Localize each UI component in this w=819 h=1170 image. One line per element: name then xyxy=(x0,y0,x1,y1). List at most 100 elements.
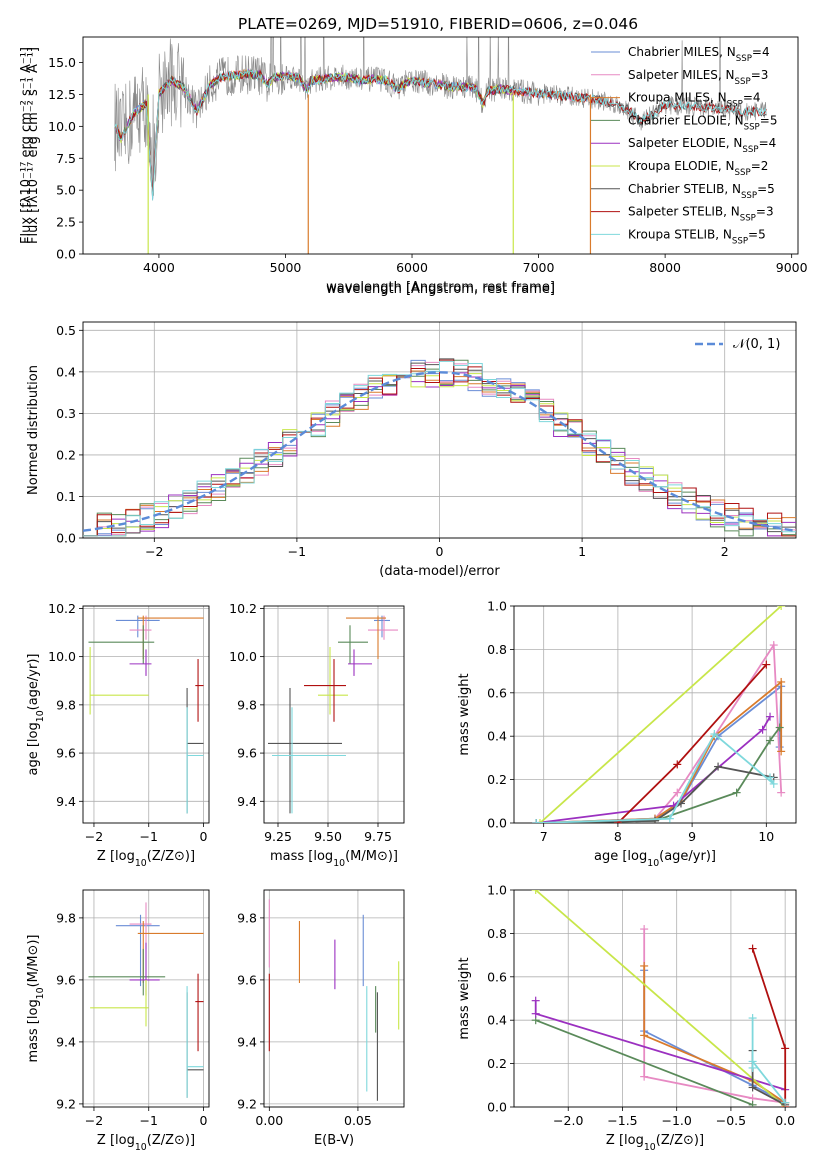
axes-frame xyxy=(513,889,797,1108)
y-tick-label: 0.6 xyxy=(487,685,507,700)
legend-label-sub: SSP xyxy=(736,54,752,64)
y-tick-label: 10.0 xyxy=(229,649,257,664)
axes-frame xyxy=(263,605,405,824)
y-tick-label: 0.4 xyxy=(56,364,76,379)
x-tick-label: 0.00 xyxy=(255,1113,283,1128)
y-axis-label: mass weight xyxy=(457,673,472,755)
x-axis-label: (data-model)/error xyxy=(379,564,500,579)
normal-reference-curve xyxy=(83,371,796,532)
mass-vs-Z-panel: −2 −1 09.29.49.69.8Z [log10(Z/Z⊙)]mass [lo… xyxy=(26,889,210,1153)
line-area xyxy=(532,606,786,823)
legend-label-sub: SSP xyxy=(740,214,756,224)
mass-weight-vs-Z-panel: −2.0 −1.5 −1.0 −0.5 0.0 0.0 0.2 0.4 0.6 0.8 1.0 Z [… xyxy=(457,883,797,1153)
x-tick-label: 9 xyxy=(688,829,696,844)
errorbar-area xyxy=(268,899,400,1101)
x-axis-label: Z [log10(Z/Z⊙)] xyxy=(97,1133,195,1153)
legend-label-tail: =4 xyxy=(743,91,761,105)
y-tick-label: 9.4 xyxy=(56,794,76,809)
y-tick-label: 9.8 xyxy=(56,697,76,712)
mass-weight-line xyxy=(535,890,786,1107)
x-axis-label-sub: 10 xyxy=(135,858,147,869)
y-tick-label: 10.2 xyxy=(48,601,76,616)
x-tick-label: 6000 xyxy=(396,260,428,275)
x-tick-label: 9.25 xyxy=(264,829,292,844)
x-axis-label-sub: 10 xyxy=(333,858,345,869)
x-axis-label-sub: 10 xyxy=(647,858,659,869)
y-axis-label-sub: 10 xyxy=(35,710,46,722)
legend-label: Kroupa ELODIE, NSSP=2 xyxy=(628,159,768,178)
x-axis-label-main: age [log xyxy=(594,849,647,864)
x-tick-label: 5000 xyxy=(270,260,302,275)
x-tick-label: −1.5 xyxy=(607,1113,637,1128)
x-axis-label: E(B-V) xyxy=(314,1133,354,1148)
legend-label-tail: =3 xyxy=(756,205,774,219)
x-tick-label: 0 xyxy=(200,829,208,844)
x-axis-label-main: Z [log xyxy=(606,1133,644,1148)
x-tick-label: 7 xyxy=(540,829,548,844)
y-tick-label: 9.8 xyxy=(56,910,76,925)
y-tick-label: 0.4 xyxy=(487,1013,507,1028)
x-tick-label: 9.75 xyxy=(364,829,392,844)
x-axis-label-main: Z [log xyxy=(97,849,135,864)
legend-label: Chabrier MILES, NSSP=4 xyxy=(628,45,770,64)
x-tick-label: −1.0 xyxy=(662,1113,692,1128)
x-axis-label: mass [log10(M/M⊙)] xyxy=(270,849,398,869)
legend-label: Chabrier STELIB, NSSP=5 xyxy=(628,182,775,201)
legend-label: Salpeter ELODIE, NSSP=4 xyxy=(628,136,776,155)
errorbar-area xyxy=(88,902,204,1098)
legend-label-main: Kroupa MILES, N xyxy=(628,91,727,105)
x-tick-label: −1 xyxy=(140,1113,158,1128)
y-axis-label-tail: (age/yr)] xyxy=(26,654,41,711)
x-tick-label: −2 xyxy=(85,1113,103,1128)
y-tick-label: 1.0 xyxy=(487,599,507,614)
y-tick-label: 0.8 xyxy=(487,642,507,657)
axes-frame xyxy=(82,321,797,539)
x-axis-label: age [log10(age/yr)] xyxy=(594,849,716,869)
y-tick-label: 0.0 xyxy=(487,1100,507,1115)
x-tick-label: −0.5 xyxy=(716,1113,746,1128)
legend-label-sub: SSP xyxy=(741,191,757,201)
y-axis-label-main: mass [log xyxy=(26,999,41,1062)
legend-label-sub: SSP xyxy=(727,100,743,110)
age-vs-mass-panel: 9.25 9.50 9.75 9.4 9.6 9.8 10.0 10.2 mass [log10… xyxy=(229,601,405,869)
x-tick-label: 8000 xyxy=(649,260,681,275)
panels: 4000 5000 6000 7000 8000 90000.02.55.07.510.0… xyxy=(19,36,808,1153)
histogram-area xyxy=(83,358,796,537)
y-tick-label: 9.2 xyxy=(56,1096,76,1111)
x-tick-label: −2 xyxy=(145,544,163,559)
legend-label-main: Kroupa STELIB, N xyxy=(628,227,732,241)
mass-vs-EBV-panel: 0.00 0.05 9.2 9.4 9.6 9.8 E(B-V) xyxy=(237,889,405,1148)
x-axis-label: Z [log10(Z/Z⊙)] xyxy=(97,849,195,869)
x-axis-label: wavelength [Angstrom, rest frame] xyxy=(326,282,555,297)
x-tick-label: 2 xyxy=(721,544,729,559)
y-tick-label: 0.0 xyxy=(56,247,76,262)
y-tick-label: 0.2 xyxy=(56,447,76,462)
y-tick-label: 15.0 xyxy=(48,55,76,70)
legend-label: Salpeter MILES, NSSP=3 xyxy=(628,68,768,87)
mass-weight-line xyxy=(535,1019,753,1106)
y-tick-label: 10.0 xyxy=(48,649,76,664)
y-axis-label-sub: 10 xyxy=(35,987,46,999)
axes-frame xyxy=(82,605,210,824)
axes-frame xyxy=(82,36,799,255)
line-area xyxy=(531,890,790,1107)
legend-label-tail: =5 xyxy=(748,227,766,241)
y-tick-label: 0.1 xyxy=(56,489,76,504)
x-axis-label-sub: 10 xyxy=(135,1142,147,1153)
legend-label-main: Chabrier STELIB, N xyxy=(628,182,741,196)
legend-label: Chabrier ELODIE, NSSP=5 xyxy=(628,113,777,132)
y-axis-label: mass weight xyxy=(457,957,472,1039)
x-tick-label: 0.05 xyxy=(344,1113,372,1128)
y-tick-label: 9.6 xyxy=(56,972,76,987)
legend-label-main: Chabrier ELODIE, N xyxy=(628,113,744,127)
x-tick-label: 0.0 xyxy=(775,1113,795,1128)
legend-label-tail: =2 xyxy=(751,159,769,173)
axes-frame xyxy=(263,889,405,1108)
y-axis-label: mass [log10(M/M⊙)] xyxy=(26,934,46,1062)
y-tick-label: 9.8 xyxy=(237,910,257,925)
y-tick-label: 9.8 xyxy=(237,697,257,712)
y-tick-label: 2.5 xyxy=(56,215,76,230)
x-tick-label: −1 xyxy=(288,544,306,559)
y-tick-label: 0.3 xyxy=(56,406,76,421)
